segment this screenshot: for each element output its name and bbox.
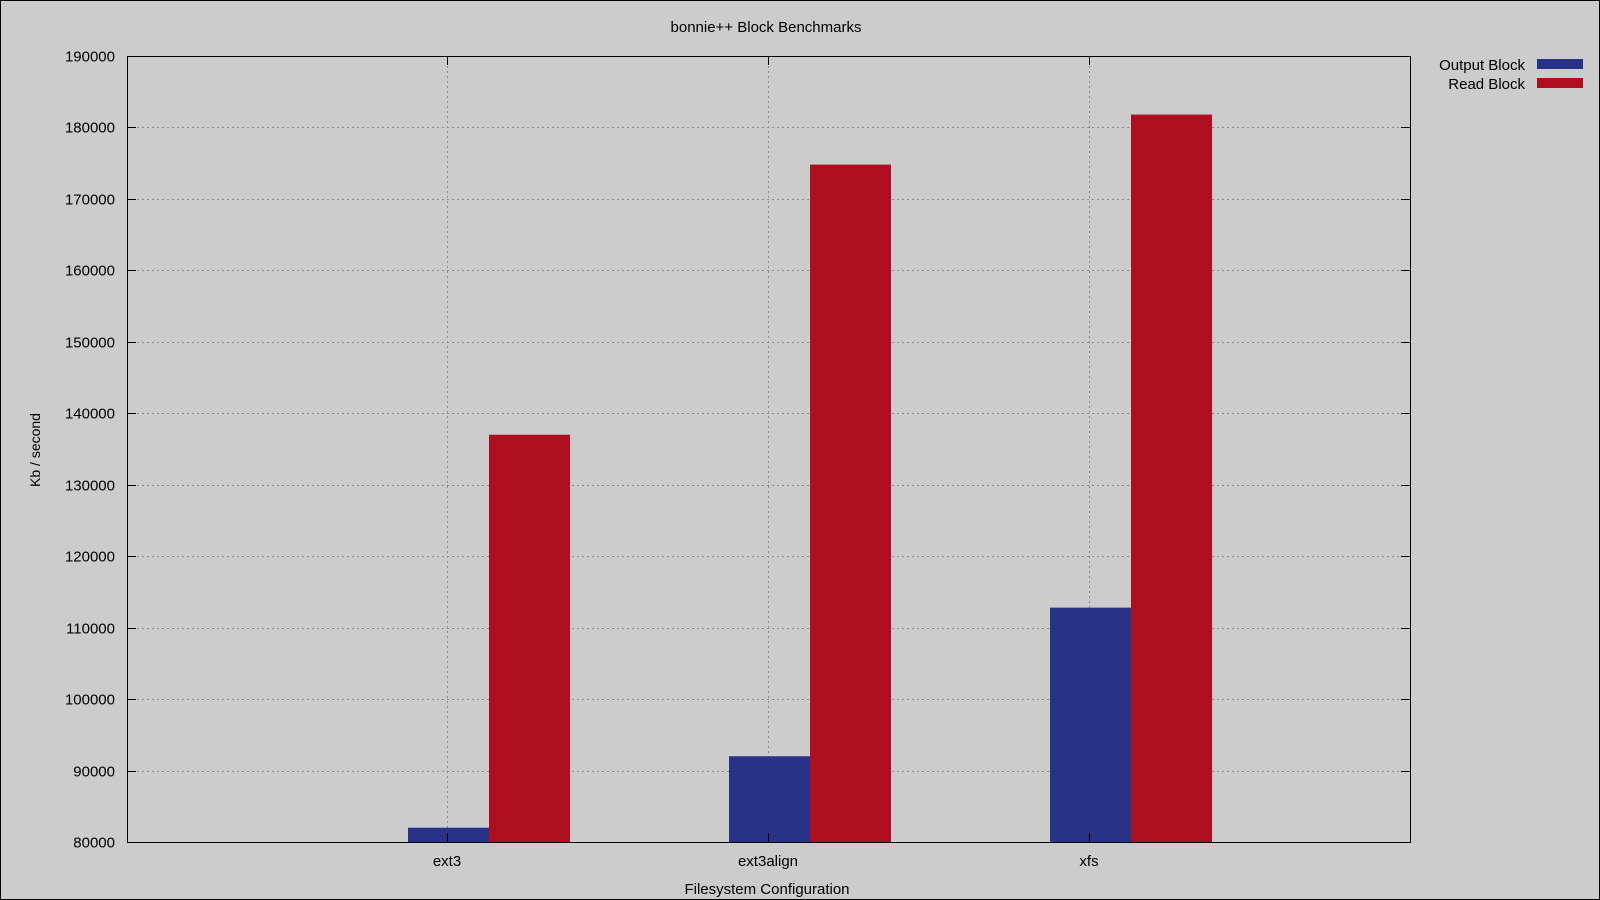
y-tick-label: 100000 — [65, 692, 115, 709]
y-tick-label: 120000 — [65, 549, 115, 566]
axis-ticks — [127, 56, 1410, 843]
y-axis-tick-labels: 80000 90000 100000 110000 120000 130000 140000… — [65, 49, 115, 852]
y-tick-label: 110000 — [66, 621, 115, 638]
chart-title: bonnie++ Block Benchmarks — [671, 19, 862, 36]
y-tick-label: 80000 — [73, 835, 115, 852]
y-tick-label: 140000 — [65, 406, 115, 423]
bar-output-block-ext3 — [408, 827, 489, 842]
legend-label: Output Block — [1439, 57, 1525, 74]
bar-read-block-ext3align — [810, 164, 891, 843]
legend-swatch — [1537, 59, 1583, 69]
bar-output-block-ext3align — [729, 756, 810, 842]
y-tick-label: 180000 — [65, 120, 115, 137]
y-axis-label: Kb / second — [27, 413, 43, 487]
legend-label: Read Block — [1448, 76, 1525, 93]
bar-output-block-xfs — [1050, 607, 1131, 842]
y-tick-label: 190000 — [65, 49, 115, 66]
bar-read-block-ext3 — [489, 434, 570, 842]
y-tick-label: 150000 — [65, 335, 115, 352]
bars — [408, 114, 1212, 843]
y-tick-label: 90000 — [73, 764, 115, 781]
x-tick-label: xfs — [1079, 853, 1098, 870]
y-tick-label: 170000 — [65, 192, 115, 209]
x-axis-tick-labels: ext3 ext3align xfs — [433, 853, 1099, 870]
legend-swatch — [1537, 78, 1583, 88]
bar-read-block-xfs — [1131, 114, 1212, 843]
x-tick-label: ext3 — [433, 853, 461, 870]
y-tick-label: 160000 — [65, 263, 115, 280]
x-tick-label: ext3align — [738, 853, 798, 870]
x-axis-label: Filesystem Configuration — [684, 881, 849, 898]
y-tick-label: 130000 — [65, 478, 115, 495]
legend: Output Block Read Block — [1439, 57, 1583, 93]
